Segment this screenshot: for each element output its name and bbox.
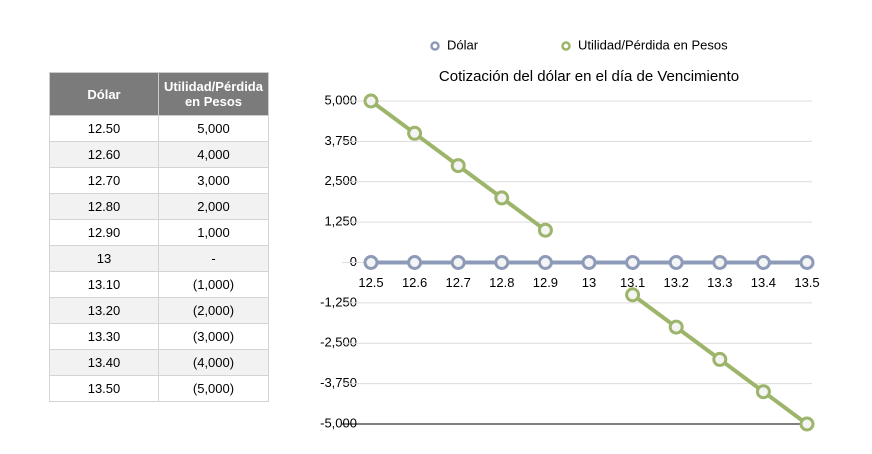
data-point <box>450 255 466 270</box>
data-point <box>407 255 423 270</box>
data-point <box>625 255 641 270</box>
x-tick-label: 13.1 <box>620 275 645 290</box>
data-point <box>407 125 423 141</box>
y-tick-label: 5,000 <box>324 92 357 107</box>
table-row: 12.90 1,000 <box>49 219 269 246</box>
table-cell: 13.30 <box>49 323 159 350</box>
x-tick-label: 12.5 <box>358 275 383 290</box>
table-cell: 13.10 <box>49 271 159 298</box>
data-point <box>755 255 771 270</box>
table-cell: 13.20 <box>49 297 159 324</box>
table-row: 12.60 4,000 <box>49 141 269 168</box>
table-cell: 13.50 <box>49 375 159 402</box>
data-point <box>363 93 379 109</box>
data-point <box>668 319 684 335</box>
data-point <box>494 255 510 270</box>
table-cell: 13 <box>49 245 159 272</box>
x-tick-label: 13.4 <box>751 275 776 290</box>
data-point <box>755 384 771 400</box>
table-row: 12.50 5,000 <box>49 115 269 142</box>
data-point <box>494 190 510 206</box>
table-cell: 4,000 <box>158 141 269 168</box>
x-tick-label: 12.8 <box>489 275 514 290</box>
table-cell: 12.90 <box>49 219 159 246</box>
table-cell: 12.60 <box>49 141 159 168</box>
table-header: Utilidad/Pérdida en Pesos <box>158 72 269 116</box>
x-tick-label: 13.3 <box>707 275 732 290</box>
data-table: Dólar Utilidad/Pérdida en Pesos 12.50 5,0… <box>49 72 269 402</box>
x-tick-label: 13 <box>582 275 596 290</box>
y-tick-label: 3,750 <box>324 133 357 148</box>
x-tick-label: 12.7 <box>446 275 471 290</box>
table-cell: 3,000 <box>158 167 269 194</box>
table-cell: (5,000) <box>158 375 269 402</box>
y-tick-label: 1,250 <box>324 214 357 229</box>
table-header: Dólar <box>49 72 159 116</box>
x-tick-label: 12.6 <box>402 275 427 290</box>
table-cell: 12.80 <box>49 193 159 220</box>
table-row: 13.50 (5,000) <box>49 375 269 402</box>
data-point <box>712 351 728 367</box>
table-row: 13.10 (1,000) <box>49 271 269 298</box>
x-tick-label: 12.9 <box>533 275 558 290</box>
data-point <box>537 255 553 270</box>
legend-marker <box>561 41 571 51</box>
data-point <box>625 287 641 303</box>
y-tick-label: 2,500 <box>324 173 357 188</box>
data-point <box>712 255 728 270</box>
x-tick-label: 13.5 <box>794 275 819 290</box>
chart-title: Cotización del dólar en el día de Vencim… <box>439 68 739 85</box>
legend-marker <box>430 41 440 51</box>
data-point <box>668 255 684 270</box>
data-point <box>450 158 466 174</box>
data-point <box>581 255 597 270</box>
y-tick-label: -1,250 <box>320 294 357 309</box>
table-row: 13.30 (3,000) <box>49 323 269 350</box>
table-row: 13- <box>49 245 269 272</box>
legend-label: Dólar <box>447 37 479 52</box>
table-cell: 13.40 <box>49 349 159 376</box>
table-cell: 12.50 <box>49 115 159 142</box>
data-point <box>799 416 815 432</box>
y-tick-label: -3,750 <box>320 375 357 390</box>
legend-label: Utilidad/Pérdida en Pesos <box>578 37 728 52</box>
y-tick-label: 0 <box>350 254 357 269</box>
data-point <box>537 222 553 238</box>
x-tick-label: 13.2 <box>664 275 689 290</box>
data-point <box>799 255 815 270</box>
table-cell: (2,000) <box>158 297 269 324</box>
data-point <box>363 255 379 270</box>
y-tick-label: -5,000 <box>320 415 357 430</box>
y-tick-label: -2,500 <box>320 335 357 350</box>
table-row: 13.20 (2,000) <box>49 297 269 324</box>
